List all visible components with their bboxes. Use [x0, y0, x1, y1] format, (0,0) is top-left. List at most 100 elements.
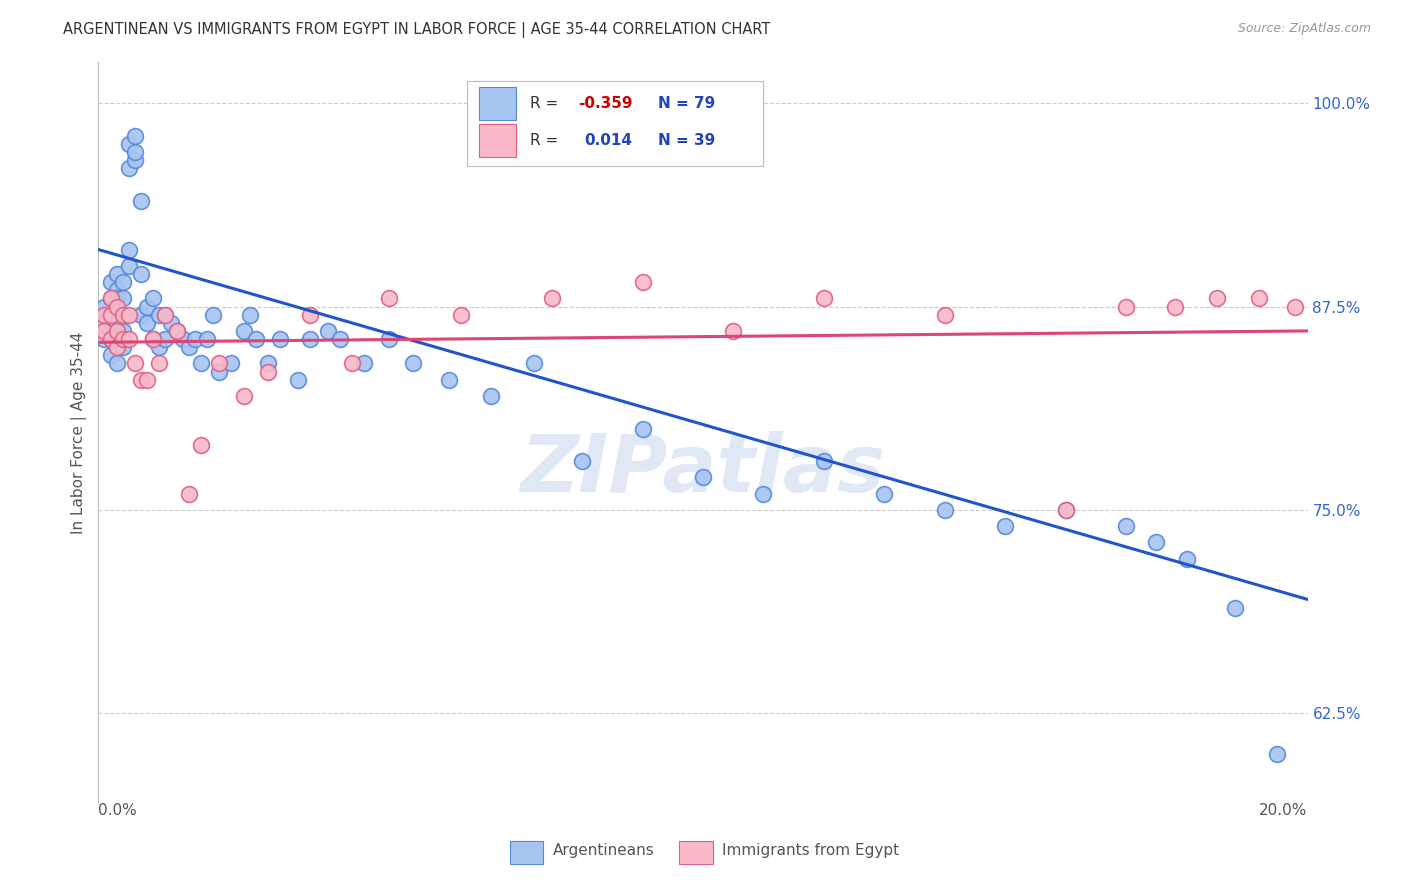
- Point: [994, 519, 1017, 533]
- Point: [124, 128, 146, 143]
- Point: [179, 340, 201, 354]
- Point: [195, 332, 218, 346]
- Point: [232, 324, 254, 338]
- Point: [105, 292, 128, 306]
- Text: N = 79: N = 79: [658, 95, 716, 111]
- Point: [1284, 300, 1306, 314]
- Point: [239, 308, 262, 322]
- Point: [118, 136, 141, 151]
- Point: [813, 454, 835, 468]
- Point: [631, 421, 654, 435]
- Point: [100, 308, 122, 322]
- Point: [153, 308, 176, 322]
- Text: Immigrants from Egypt: Immigrants from Egypt: [723, 844, 900, 858]
- Point: [124, 356, 146, 370]
- Point: [481, 389, 503, 403]
- Point: [723, 324, 745, 338]
- Text: R =: R =: [530, 95, 564, 111]
- Point: [329, 332, 352, 346]
- Point: [118, 308, 141, 322]
- Point: [142, 332, 165, 346]
- Point: [111, 308, 134, 322]
- Point: [287, 373, 309, 387]
- Point: [105, 356, 128, 370]
- Point: [752, 486, 775, 500]
- Point: [148, 356, 170, 370]
- Point: [111, 324, 134, 338]
- Point: [105, 283, 128, 297]
- Text: ZIPatlas: ZIPatlas: [520, 431, 886, 508]
- Point: [105, 340, 128, 354]
- Bar: [679, 840, 713, 864]
- FancyBboxPatch shape: [467, 81, 763, 166]
- Point: [256, 365, 278, 379]
- Point: [100, 332, 122, 346]
- Point: [118, 243, 141, 257]
- Bar: [479, 87, 516, 120]
- Point: [135, 316, 157, 330]
- Point: [934, 308, 956, 322]
- Point: [342, 356, 364, 370]
- Point: [437, 373, 460, 387]
- Y-axis label: In Labor Force | Age 35-44: In Labor Force | Age 35-44: [72, 332, 87, 533]
- Point: [202, 308, 225, 322]
- Point: [873, 486, 896, 500]
- Point: [166, 324, 188, 338]
- Point: [105, 332, 128, 346]
- Point: [100, 275, 122, 289]
- Point: [179, 486, 201, 500]
- Point: [1115, 300, 1137, 314]
- Point: [105, 324, 128, 338]
- Point: [142, 332, 165, 346]
- Point: [105, 267, 128, 281]
- Point: [377, 332, 399, 346]
- Point: [221, 356, 243, 370]
- Point: [100, 348, 122, 362]
- Point: [111, 340, 134, 354]
- Point: [232, 389, 254, 403]
- Point: [245, 332, 267, 346]
- Point: [111, 332, 134, 346]
- Point: [93, 332, 115, 346]
- Point: [631, 275, 654, 289]
- Point: [160, 316, 183, 330]
- Point: [129, 194, 152, 208]
- Point: [450, 308, 472, 322]
- Point: [93, 316, 115, 330]
- Point: [316, 324, 339, 338]
- Point: [93, 324, 115, 338]
- Bar: [509, 840, 543, 864]
- Point: [1175, 551, 1198, 566]
- Point: [148, 308, 170, 322]
- Point: [100, 324, 122, 338]
- Point: [269, 332, 291, 346]
- Point: [299, 332, 322, 346]
- Point: [148, 340, 170, 354]
- Point: [135, 300, 157, 314]
- Point: [100, 292, 122, 306]
- Point: [523, 356, 546, 370]
- Point: [1115, 519, 1137, 533]
- Text: N = 39: N = 39: [658, 133, 716, 148]
- Point: [208, 365, 231, 379]
- Text: R =: R =: [530, 133, 568, 148]
- Text: Source: ZipAtlas.com: Source: ZipAtlas.com: [1237, 22, 1371, 36]
- Point: [166, 324, 188, 338]
- Point: [124, 145, 146, 159]
- Point: [299, 308, 322, 322]
- Point: [1249, 292, 1271, 306]
- Point: [1054, 503, 1077, 517]
- Point: [184, 332, 207, 346]
- Text: 0.014: 0.014: [585, 133, 633, 148]
- Point: [692, 470, 714, 484]
- Point: [118, 161, 141, 176]
- Point: [1054, 503, 1077, 517]
- Point: [208, 356, 231, 370]
- Point: [111, 275, 134, 289]
- Point: [813, 292, 835, 306]
- Point: [129, 267, 152, 281]
- Point: [540, 292, 562, 306]
- Point: [142, 292, 165, 306]
- Point: [118, 332, 141, 346]
- Point: [93, 308, 115, 322]
